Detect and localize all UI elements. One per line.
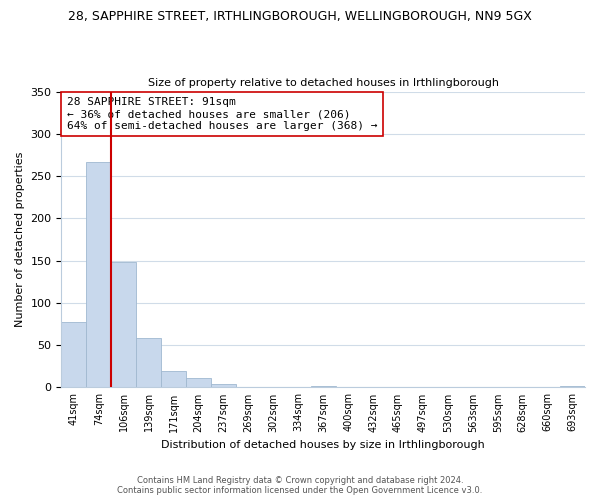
Bar bbox=[211, 384, 236, 388]
Y-axis label: Number of detached properties: Number of detached properties bbox=[15, 152, 25, 327]
Bar bbox=[161, 370, 186, 388]
Bar bbox=[61, 322, 86, 388]
Bar bbox=[311, 386, 335, 388]
Text: 28, SAPPHIRE STREET, IRTHLINGBOROUGH, WELLINGBOROUGH, NN9 5GX: 28, SAPPHIRE STREET, IRTHLINGBOROUGH, WE… bbox=[68, 10, 532, 23]
Text: Contains HM Land Registry data © Crown copyright and database right 2024.
Contai: Contains HM Land Registry data © Crown c… bbox=[118, 476, 482, 495]
Bar bbox=[86, 162, 111, 388]
Bar bbox=[136, 338, 161, 388]
X-axis label: Distribution of detached houses by size in Irthlingborough: Distribution of detached houses by size … bbox=[161, 440, 485, 450]
Bar bbox=[186, 378, 211, 388]
Bar bbox=[111, 262, 136, 388]
Title: Size of property relative to detached houses in Irthlingborough: Size of property relative to detached ho… bbox=[148, 78, 499, 88]
Bar bbox=[560, 386, 585, 388]
Text: 28 SAPPHIRE STREET: 91sqm
← 36% of detached houses are smaller (206)
64% of semi: 28 SAPPHIRE STREET: 91sqm ← 36% of detac… bbox=[67, 98, 377, 130]
